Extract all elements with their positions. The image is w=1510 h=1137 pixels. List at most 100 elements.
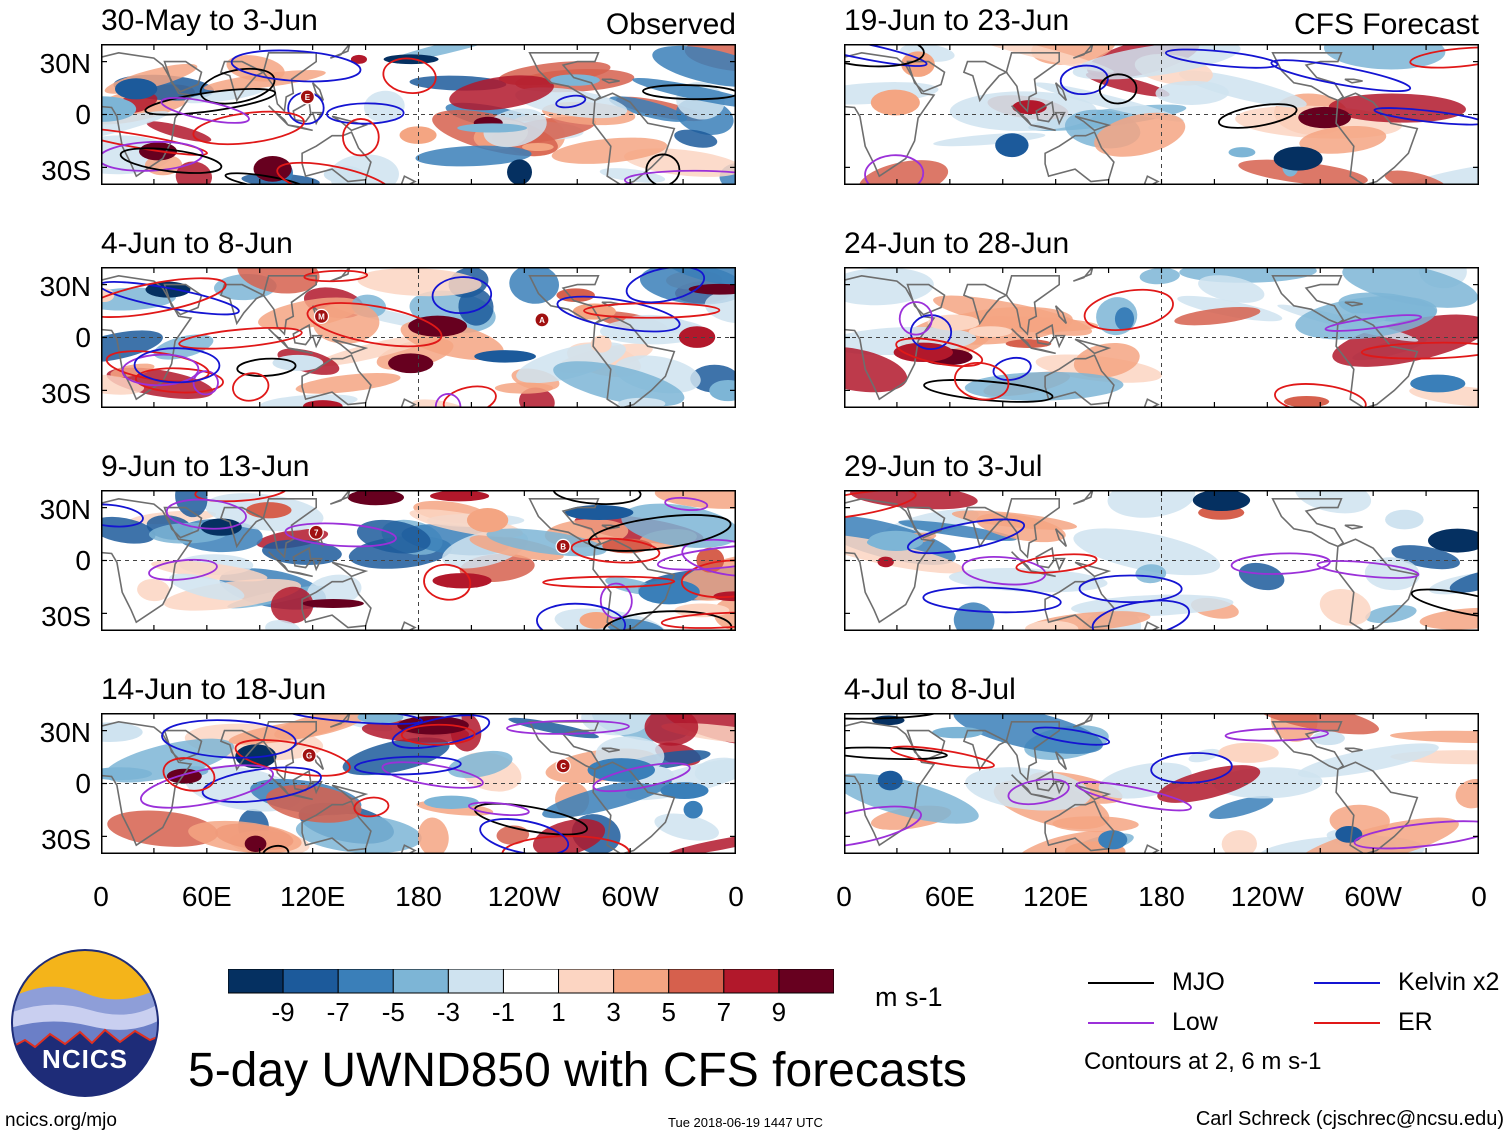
heatmap-field: E [39,34,784,203]
panel-title: 4-Jul to 8-Jul [844,673,1016,706]
colorbar-tick-label: 7 [716,997,732,1027]
colorbar-bin [282,968,339,994]
lon-tick-label: 0 [728,881,744,912]
colorbar-tick-label: -5 [381,997,405,1027]
colorbar-bin [227,968,284,994]
lon-tick-label: 180 [1138,881,1185,912]
storm-marker: M [313,308,330,324]
lon-tick-label: 120W [1230,881,1304,912]
colorbar-bin [337,968,394,994]
lat-tick-label: 30N [39,48,91,79]
colorbar-tick-label: 9 [771,997,787,1027]
colorbar-tick-label: -3 [436,997,460,1027]
lat-tick-label: 30S [41,601,91,632]
lon-tick-label: 60W [601,881,659,912]
panel-title: 14-Jun to 18-Jun [101,673,327,706]
colorbar-tick-label: 3 [606,997,621,1027]
panel-map: E [39,34,784,203]
lat-tick-label: 30N [39,271,91,302]
legend-line [1314,982,1380,984]
panel-title: 4-Jun to 8-Jun [101,227,293,260]
heatmap-field: GC [77,696,792,872]
legend-line [1088,982,1154,984]
lat-tick-label: 30S [41,378,91,409]
lat-tick-label: 30S [41,824,91,855]
footer-timestamp: Tue 2018-06-19 1447 UTC [668,1115,823,1130]
storm-marker: G [301,747,317,763]
storm-marker: 7 [308,524,324,540]
panel-title: 9-Jun to 13-Jun [101,450,310,483]
colorbar-tick-label: -9 [271,997,295,1027]
storm-marker: C [555,758,571,774]
lon-tick-label: 60E [924,881,975,912]
panel-map [800,253,1510,420]
lon-tick-label: 60W [1344,881,1402,912]
svg-text:C: C [560,762,566,771]
colorbar [227,968,835,995]
lon-tick-label: 0 [836,881,852,912]
colorbar-bin [502,968,560,994]
colorbar-tick-label: -1 [491,997,516,1027]
svg-text:M: M [318,312,325,321]
panel-title: 19-Jun to 23-Jun [844,4,1070,37]
lat-tick-label: 0 [75,767,91,799]
colorbar-tick-label: 5 [661,997,676,1027]
legend-label: ER [1398,1008,1433,1036]
colorbar-bin [723,968,780,994]
lon-tick-label: 60E [181,881,232,912]
storm-marker: E [299,89,315,105]
legend-label: Low [1172,1008,1218,1036]
lon-tick-label: 120E [1022,881,1089,912]
lat-tick-label: 0 [75,321,91,353]
contour-note: Contours at 2, 6 m s-1 [1084,1048,1322,1075]
legend-line [1088,1022,1154,1024]
lon-tick-label: 120E [279,881,346,912]
panel-tag: Observed [605,8,736,41]
heatmap-field [795,699,1510,871]
colorbar-bin [613,968,670,994]
lat-tick-label: 30N [39,494,91,525]
panel-title: 24-Jun to 28-Jun [844,227,1070,260]
colorbar-bin [778,968,835,994]
panel-title: 29-Jun to 3-Jul [844,450,1043,483]
svg-text:7: 7 [314,528,319,537]
lat-tick-label: 30S [41,155,91,186]
storm-marker: A [534,312,550,328]
panel-title: 30-May to 3-Jun [101,4,318,37]
footer-author: Carl Schreck (cjschrec@ncsu.edu) [1195,1108,1504,1130]
svg-text:A: A [539,316,545,325]
legend-line [1314,1022,1380,1024]
panel-tag: CFS Forecast [1293,8,1479,41]
colorbar-units: m s-1 [875,982,943,1012]
chart-title: 5-day UWND850 with CFS forecasts [188,1044,967,1097]
logo-text: NCICS [42,1044,128,1074]
storm-marker: B [555,538,571,555]
ncics-logo: NCICS [10,948,160,1098]
panel-map [795,699,1510,871]
colorbar-bin [558,968,615,994]
colorbar-tick-label: -7 [326,997,350,1027]
lat-tick-label: 0 [75,544,91,576]
heatmap-field: 7B [77,477,797,649]
svg-text:B: B [560,542,566,551]
lon-tick-label: 0 [93,881,109,912]
legend-label: MJO [1172,968,1225,996]
colorbar-bin [447,968,504,994]
heatmap-field [800,253,1510,420]
footer-url: ncics.org/mjo [5,1110,117,1131]
panel-map [791,476,1510,649]
colorbar-bin [668,968,725,994]
lon-tick-label: 120W [487,881,561,912]
lon-tick-label: 180 [395,881,442,912]
lon-tick-label: 0 [1471,881,1487,912]
heatmap-field [792,28,1510,199]
heatmap-field [791,476,1510,649]
svg-text:G: G [306,751,312,760]
colorbar-bin [392,968,449,994]
legend-label: Kelvin x2 [1398,968,1500,996]
lat-tick-label: 0 [75,98,91,130]
